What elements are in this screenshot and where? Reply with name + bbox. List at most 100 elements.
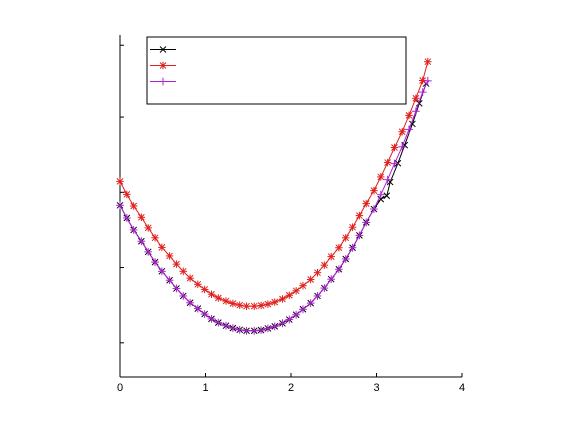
data-point [257,326,265,335]
data-point [362,218,371,227]
y-ticks [120,44,124,344]
data-point [123,190,131,199]
x-tick-label: 3 [373,382,379,394]
data-point [172,260,181,268]
data-point [355,211,364,220]
data-point [271,298,279,306]
data-point [313,268,322,277]
data-point [278,319,287,328]
data-point [327,252,335,261]
x-tick-label: 4 [459,382,465,394]
data-point [278,295,287,303]
data-point [186,298,195,307]
data-point [390,143,399,152]
data-point [116,177,124,186]
data-point [137,237,146,246]
data-point [151,258,159,266]
data-point [299,305,307,314]
data-point [390,159,399,168]
data-point [270,322,279,331]
data-point [306,299,315,308]
data-point [415,100,423,107]
data-point [377,173,385,181]
x-tick-label: 2 [288,382,294,394]
data-point [334,265,343,274]
data-point [165,252,174,260]
series-line [119,80,429,332]
data-point [341,255,350,263]
data-point [423,76,432,85]
data-point [242,326,251,335]
data-point [370,205,378,213]
data-point [229,299,237,308]
data-point [158,243,166,252]
data-point [383,192,391,200]
data-point [348,223,357,231]
data-point [159,61,167,70]
data-point [285,315,294,324]
data-point [116,201,124,210]
data-point [200,310,209,318]
data-point [377,195,385,203]
data-point [129,202,138,210]
data-point [292,287,300,295]
data-point [383,158,392,167]
legend-box [146,36,407,105]
data-point [348,243,357,252]
data-point [165,276,174,285]
data-point [285,291,294,300]
data-point [355,231,364,240]
data-point [313,292,322,300]
data-point [320,284,329,292]
data-point [398,128,406,136]
data-point [159,46,167,53]
data-point [327,275,336,284]
data-point [341,234,350,242]
data-point [179,292,188,300]
data-point [200,285,209,294]
series-1 [116,80,430,335]
data-point [122,214,131,222]
data-point [398,142,407,151]
data-point [242,302,251,310]
data-point [320,261,329,269]
data-point [264,300,272,308]
data-point [405,125,413,134]
data-point [151,234,159,242]
data-point [362,199,370,208]
legend-entry [150,46,176,53]
data-point [159,77,167,86]
data-point [405,111,413,120]
data-point [250,326,259,335]
data-point [222,297,230,305]
x-tick-label: 0 [117,382,123,394]
data-point [412,94,420,103]
data-point [194,280,202,289]
data-point [250,302,258,310]
series-line [119,83,427,332]
data-point [137,213,146,222]
data-point [214,294,223,302]
data-point [144,224,152,232]
data-point [370,186,378,195]
data-point [418,88,427,97]
data-point [306,275,315,284]
data-point [383,175,392,184]
data-point [411,107,420,116]
legend-entry [150,61,176,70]
data-point [424,57,432,66]
data-point [179,267,188,276]
data-point [335,243,343,252]
data-point [376,190,385,199]
data-point [186,274,194,282]
data-point [222,321,230,330]
legend [146,36,407,105]
series-3 [116,76,432,335]
data-point [129,226,138,234]
data-point [207,290,216,298]
data-point [228,324,237,332]
series-layer [116,57,432,335]
data-point [292,310,301,319]
data-point [157,267,166,276]
